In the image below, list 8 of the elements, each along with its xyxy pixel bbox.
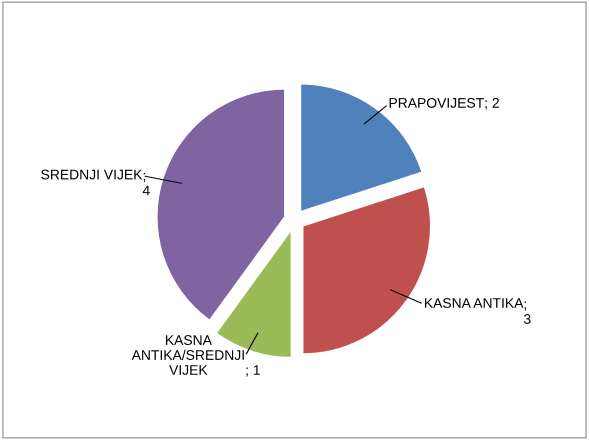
data-label: ; 3 [524,301,531,324]
data-label: ; 4 [142,173,150,196]
slice-label: SREDNJI VIJEK [41,170,142,180]
data-label: ; 1 [246,365,260,377]
data-label: ; 2 [485,98,499,110]
slice-label: KASNA ANTIKA/SREDNJI VIJEK [132,335,244,375]
slice-label: PRAPOVIJEST [390,98,484,108]
slice-label: KASNA ANTIKA [424,298,524,308]
